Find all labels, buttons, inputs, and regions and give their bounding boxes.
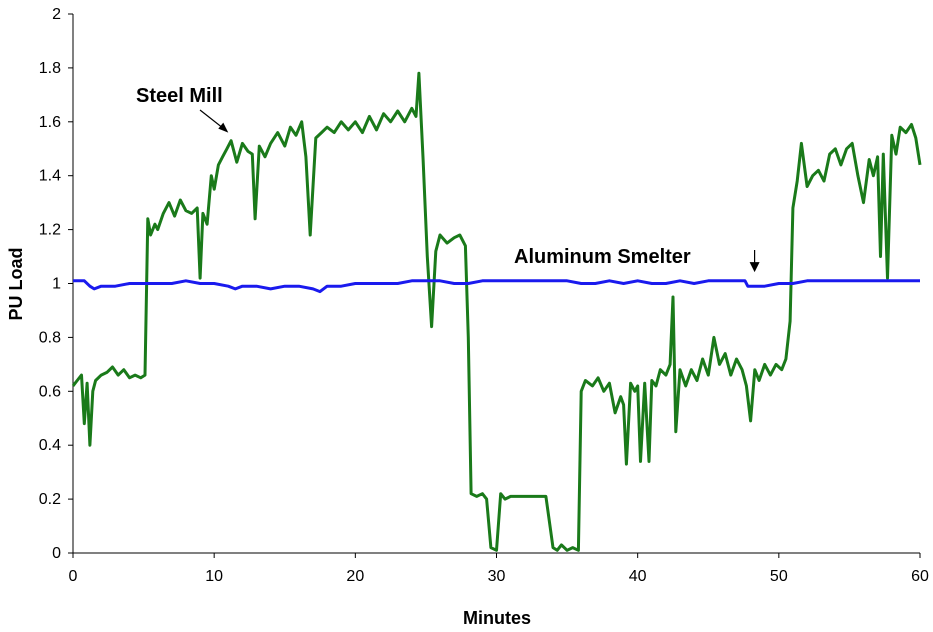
y-tick-label: 1.6 (39, 114, 61, 131)
chart-annotations: Steel Mill Aluminum Smelter (136, 85, 760, 273)
x-tick-label: 50 (770, 568, 788, 585)
x-tick-label: 30 (488, 568, 506, 585)
y-tick-label: 0.8 (39, 329, 61, 346)
y-tick-label: 1.4 (39, 168, 61, 185)
aluminum-smelter-label: Aluminum Smelter (514, 246, 691, 268)
aluminum-smelter-arrow-head (749, 262, 760, 273)
x-tick-label: 0 (69, 568, 78, 585)
y-tick-label: 1.8 (39, 60, 61, 77)
x-tick-label: 40 (629, 568, 647, 585)
y-tick-label: 1 (52, 276, 61, 293)
y-tick-label: 2 (52, 6, 61, 23)
chart-ticks: 00.20.40.60.811.21.41.61.820 10 20 30 40 50 60 (39, 6, 929, 585)
steel-mill-arrow-head (218, 122, 229, 133)
y-axis-title: PU Load (6, 247, 26, 320)
y-tick-label: 0.6 (39, 383, 61, 400)
y-tick-label: 0 (52, 545, 61, 562)
aluminum-smelter-series-line (73, 279, 920, 294)
y-tick-label: 0.4 (39, 437, 61, 454)
x-tick-label: 10 (205, 568, 223, 585)
x-tick-label: 20 (346, 568, 364, 585)
steel-mill-series-line (71, 71, 922, 552)
chart-series (71, 71, 922, 552)
x-axis-title: Minutes (463, 608, 531, 628)
steel-mill-label: Steel Mill (136, 85, 223, 107)
y-tick-label: 1.2 (39, 222, 61, 239)
x-tick-label: 60 (911, 568, 929, 585)
y-tick-label: 0.2 (39, 491, 61, 508)
